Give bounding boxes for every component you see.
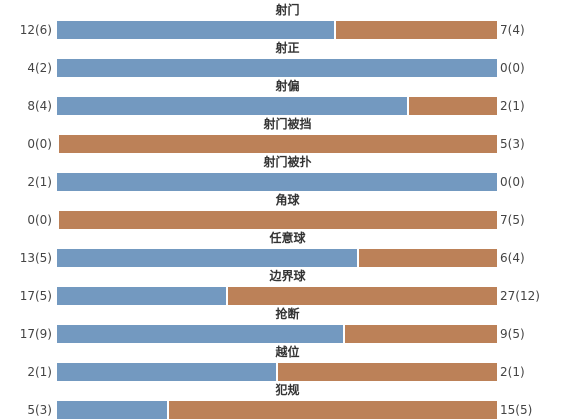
away-value-label: 5(3) xyxy=(500,137,525,151)
home-bar xyxy=(57,173,497,191)
away-value-label: 6(4) xyxy=(500,251,525,265)
away-value-label: 7(4) xyxy=(500,23,525,37)
home-bar xyxy=(57,59,497,77)
stat-track xyxy=(57,211,497,229)
away-value-label: 2(1) xyxy=(500,365,525,379)
home-bar xyxy=(57,21,334,39)
stat-row: 射正 4(2) 0(0) xyxy=(0,39,575,77)
away-value-label: 0(0) xyxy=(500,61,525,75)
away-value-label: 2(1) xyxy=(500,99,525,113)
home-bar xyxy=(57,401,167,419)
stat-title: 任意球 xyxy=(269,231,306,245)
stat-track xyxy=(57,173,497,191)
stat-title: 射门被挡 xyxy=(263,117,312,131)
stat-track xyxy=(57,325,497,343)
away-bar xyxy=(345,325,497,343)
home-value-label: 12(6) xyxy=(19,23,52,37)
away-bar xyxy=(169,401,497,419)
stat-title: 射门被扑 xyxy=(263,155,312,169)
stat-title: 犯规 xyxy=(275,383,300,397)
away-bar xyxy=(59,211,497,229)
away-bar xyxy=(336,21,497,39)
away-value-label: 9(5) xyxy=(500,327,525,341)
stat-title: 射门 xyxy=(275,3,300,17)
stat-title: 射偏 xyxy=(275,79,300,93)
stat-title: 越位 xyxy=(275,345,300,359)
home-bar xyxy=(57,325,343,343)
home-value-label: 2(1) xyxy=(27,175,52,189)
stat-row: 射偏 8(4) 2(1) xyxy=(0,77,575,115)
home-bar xyxy=(57,363,276,381)
stat-row: 射门被挡 0(0) 5(3) xyxy=(0,115,575,153)
home-value-label: 4(2) xyxy=(27,61,52,75)
away-value-label: 0(0) xyxy=(500,175,525,189)
stat-track xyxy=(57,21,497,39)
home-value-label: 13(5) xyxy=(19,251,52,265)
stat-row: 角球 0(0) 7(5) xyxy=(0,191,575,229)
stat-track xyxy=(57,287,497,305)
home-bar xyxy=(57,249,357,267)
stat-row: 边界球 17(5) 27(12) xyxy=(0,267,575,305)
stat-title: 射正 xyxy=(275,41,300,55)
home-value-label: 2(1) xyxy=(27,365,52,379)
stat-track xyxy=(57,59,497,77)
stat-track xyxy=(57,363,497,381)
away-bar xyxy=(409,97,497,115)
home-value-label: 17(9) xyxy=(19,327,52,341)
away-bar xyxy=(359,249,497,267)
stat-row: 抢断 17(9) 9(5) xyxy=(0,305,575,343)
away-bar xyxy=(228,287,497,305)
stat-title: 边界球 xyxy=(269,269,306,283)
home-value-label: 8(4) xyxy=(27,99,52,113)
stat-row: 射门 12(6) 7(4) xyxy=(0,1,575,39)
home-bar xyxy=(57,97,407,115)
stat-track xyxy=(57,401,497,419)
stat-track xyxy=(57,97,497,115)
stat-row: 射门被扑 2(1) 0(0) xyxy=(0,153,575,191)
home-bar xyxy=(57,287,226,305)
home-value-label: 0(0) xyxy=(27,213,52,227)
stat-row: 任意球 13(5) 6(4) xyxy=(0,229,575,267)
away-bar xyxy=(59,135,497,153)
stat-title: 抢断 xyxy=(275,307,300,321)
home-value-label: 0(0) xyxy=(27,137,52,151)
away-bar xyxy=(278,363,497,381)
stat-row: 越位 2(1) 2(1) xyxy=(0,343,575,381)
away-value-label: 15(5) xyxy=(500,403,533,417)
away-value-label: 7(5) xyxy=(500,213,525,227)
stat-track xyxy=(57,135,497,153)
stat-title: 角球 xyxy=(275,193,300,207)
stat-row: 犯规 5(3) 15(5) xyxy=(0,381,575,419)
away-value-label: 27(12) xyxy=(500,289,540,303)
home-value-label: 17(5) xyxy=(19,289,52,303)
home-value-label: 5(3) xyxy=(27,403,52,417)
stat-track xyxy=(57,249,497,267)
